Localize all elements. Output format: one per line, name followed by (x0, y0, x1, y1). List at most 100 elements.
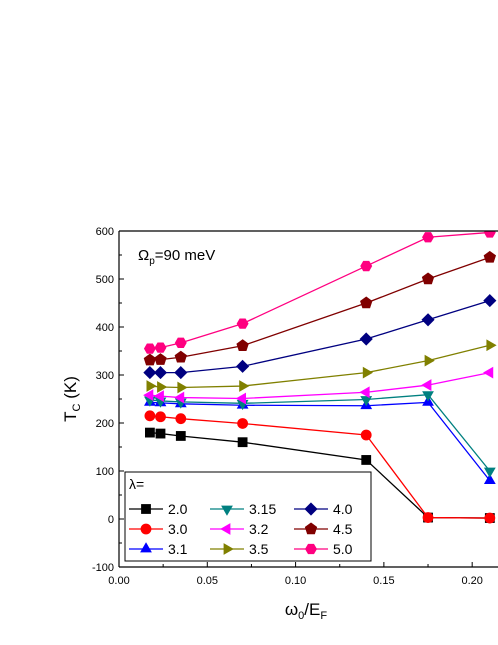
data-point (486, 339, 497, 352)
legend-item-3.5: 3.5 (210, 541, 269, 557)
data-point (153, 366, 168, 380)
data-point (483, 366, 494, 379)
series-line (149, 401, 491, 482)
y-axis-title: TC (K) (61, 376, 83, 422)
x-tick-label: 0.10 (285, 575, 306, 587)
legend-item-4.0: 4.0 (294, 501, 353, 517)
series-line (149, 344, 490, 389)
data-point (239, 380, 250, 392)
legend-marker (141, 504, 151, 514)
legend-marker (304, 522, 318, 535)
legend-marker (305, 543, 317, 555)
legend-marker (220, 523, 231, 535)
legend-marker (304, 502, 318, 516)
legend-item-4.5: 4.5 (294, 521, 353, 537)
data-point (359, 332, 373, 346)
legend-marker (140, 542, 152, 553)
data-point (360, 396, 373, 407)
data-point (174, 350, 187, 363)
data-point (154, 342, 167, 353)
x-tick-label: 0.20 (461, 575, 482, 587)
data-point (143, 343, 156, 354)
y-tick-label: 100 (96, 466, 114, 478)
legend-item-3.2: 3.2 (210, 521, 269, 537)
data-point (174, 337, 187, 349)
data-point (235, 392, 247, 405)
x-tick-label: 0.05 (197, 575, 218, 587)
legend-label: 3.0 (168, 521, 188, 537)
legend-marker (221, 505, 233, 516)
data-point (157, 381, 168, 393)
data-point (424, 354, 435, 367)
y-tick-label: 0 (108, 514, 114, 526)
data-point (174, 391, 185, 404)
data-point (143, 353, 157, 366)
legend-item-5.0: 5.0 (294, 541, 353, 557)
series-3.5 (146, 339, 497, 394)
data-point (177, 381, 188, 394)
data-point (421, 379, 432, 391)
data-point (237, 437, 248, 448)
series-3.2 (143, 366, 494, 405)
y-tick-label: 300 (96, 370, 114, 382)
data-point (144, 410, 156, 422)
data-point (153, 390, 164, 403)
data-point (359, 386, 370, 399)
legend-item-3.0: 3.0 (129, 521, 188, 537)
data-point (236, 339, 249, 351)
data-point (422, 391, 434, 402)
data-point (421, 313, 435, 327)
data-point (143, 389, 154, 402)
y-tick-label: 600 (96, 226, 114, 238)
legend-label: 3.2 (249, 521, 269, 537)
data-point (483, 250, 497, 263)
legend-label: 3.5 (249, 541, 269, 557)
data-point (362, 366, 374, 379)
legend-label: 3.1 (168, 541, 188, 557)
legend-title: λ= (129, 476, 144, 492)
data-point (146, 380, 157, 392)
data-point (155, 411, 166, 423)
series-5.0 (143, 231, 496, 354)
legend-label: 5.0 (333, 541, 353, 557)
series-line (149, 256, 491, 361)
data-point (483, 473, 496, 485)
series-3.0 (144, 410, 496, 524)
legend-item-3.15: 3.15 (210, 501, 276, 517)
y-tick-label: -100 (92, 562, 114, 574)
y-tick-label: 200 (96, 418, 114, 430)
axes-layer: -100 0 100 200 300 400 500 600 0.00 0.05 0.10 0.15 0… (92, 226, 498, 587)
legend-item-2.0: 2.0 (129, 501, 188, 517)
data-point (174, 366, 188, 380)
data-point (421, 272, 435, 285)
legend-label: 4.0 (333, 501, 353, 517)
y-tick-label: 400 (96, 322, 114, 334)
data-point (154, 353, 167, 365)
legend-label: 4.5 (333, 521, 353, 537)
legend: λ= 2.0 3.0 3.1 3.15 3.2 3.5 4.0 4.5 5.0 (124, 471, 372, 562)
x-tick-label: 0.00 (108, 575, 129, 587)
legend-box (124, 471, 372, 562)
legend-marker (223, 543, 234, 555)
data-point (143, 366, 157, 380)
data-point (360, 296, 373, 309)
x-axis-title: ω0/EF (285, 600, 327, 622)
data-point (145, 427, 155, 438)
data-point (361, 455, 372, 465)
x-tick-label: 0.15 (373, 575, 394, 587)
data-point (483, 294, 497, 308)
data-point (483, 467, 496, 478)
series-3.1 (144, 395, 496, 485)
data-point (360, 429, 372, 441)
data-point (360, 260, 373, 272)
legend-item-3.1: 3.1 (129, 541, 188, 557)
data-point (175, 431, 186, 441)
series-4.0 (143, 294, 497, 380)
data-point (484, 512, 496, 524)
series-line (149, 371, 490, 400)
data-point (422, 512, 434, 523)
data-point (483, 231, 496, 238)
data-point (155, 428, 166, 439)
data-point (237, 418, 249, 429)
